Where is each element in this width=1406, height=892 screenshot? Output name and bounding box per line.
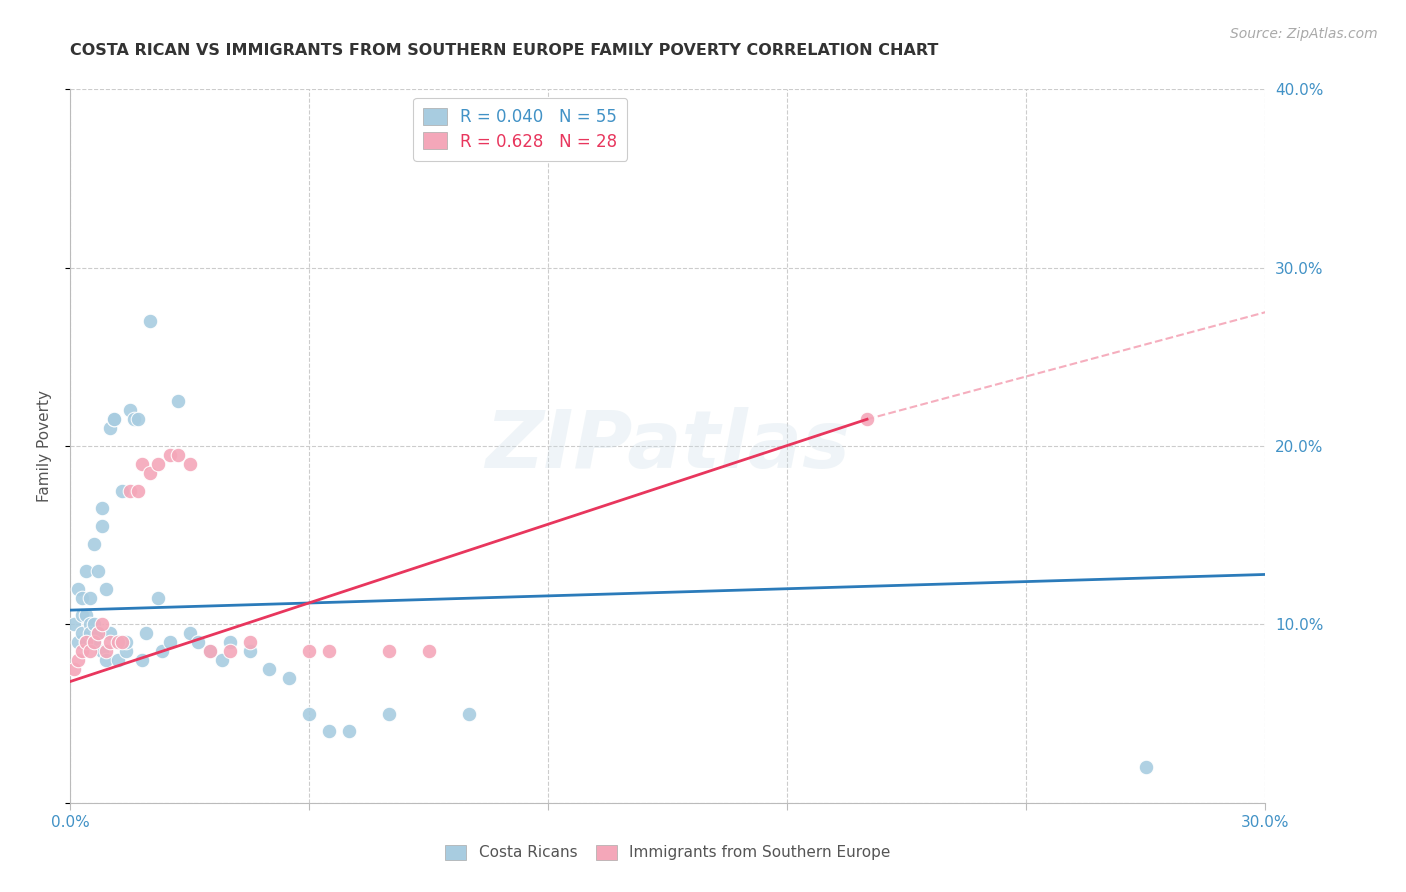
Point — [135, 626, 157, 640]
Point — [298, 644, 321, 658]
Point — [91, 644, 114, 658]
Point — [218, 635, 240, 649]
Point — [856, 412, 879, 426]
Point — [63, 617, 86, 632]
Point — [120, 483, 141, 498]
Point — [179, 457, 201, 471]
Point — [67, 653, 90, 667]
Text: COSTA RICAN VS IMMIGRANTS FROM SOUTHERN EUROPE FAMILY POVERTY CORRELATION CHART: COSTA RICAN VS IMMIGRANTS FROM SOUTHERN … — [70, 43, 939, 58]
Text: Source: ZipAtlas.com: Source: ZipAtlas.com — [1230, 27, 1378, 41]
Point — [75, 635, 97, 649]
Point — [127, 412, 149, 426]
Point — [167, 448, 190, 462]
Point — [127, 483, 149, 498]
Point — [79, 626, 101, 640]
Text: ZIPatlas: ZIPatlas — [485, 407, 851, 485]
Point — [239, 644, 262, 658]
Point — [107, 635, 129, 649]
Point — [139, 466, 162, 480]
Point — [63, 662, 86, 676]
Point — [107, 635, 129, 649]
Point — [139, 314, 162, 328]
Point — [115, 644, 138, 658]
Point — [122, 412, 145, 426]
Point — [378, 644, 401, 658]
Point — [318, 644, 340, 658]
Point — [79, 644, 101, 658]
Point — [111, 483, 134, 498]
Point — [337, 724, 360, 739]
Point — [70, 626, 93, 640]
Point — [378, 706, 401, 721]
Point — [87, 626, 110, 640]
Point — [318, 724, 340, 739]
Point — [83, 617, 105, 632]
Point — [70, 644, 93, 658]
Point — [159, 635, 181, 649]
Point — [187, 635, 209, 649]
Point — [418, 644, 440, 658]
Point — [79, 617, 101, 632]
Point — [96, 653, 117, 667]
Point — [211, 653, 233, 667]
Point — [83, 537, 105, 551]
Point — [107, 653, 129, 667]
Point — [167, 394, 190, 409]
Point — [239, 635, 262, 649]
Point — [91, 501, 114, 516]
Point — [159, 448, 181, 462]
Point — [146, 591, 169, 605]
Point — [150, 644, 173, 658]
Point — [131, 457, 153, 471]
Y-axis label: Family Poverty: Family Poverty — [37, 390, 52, 502]
Point — [91, 617, 114, 632]
Point — [120, 403, 141, 417]
Point — [146, 457, 169, 471]
Point — [87, 564, 110, 578]
Point — [96, 582, 117, 596]
Point — [67, 582, 90, 596]
Point — [259, 662, 281, 676]
Point — [1135, 760, 1157, 774]
Point — [75, 564, 97, 578]
Point — [218, 644, 240, 658]
Point — [96, 644, 117, 658]
Point — [70, 608, 93, 623]
Point — [131, 653, 153, 667]
Point — [98, 635, 121, 649]
Point — [87, 626, 110, 640]
Point — [278, 671, 301, 685]
Point — [70, 591, 93, 605]
Point — [103, 412, 125, 426]
Point — [98, 626, 121, 640]
Point — [91, 519, 114, 533]
Point — [457, 706, 479, 721]
Point — [115, 635, 138, 649]
Point — [83, 635, 105, 649]
Point — [75, 608, 97, 623]
Point — [298, 706, 321, 721]
Point — [179, 626, 201, 640]
Point — [103, 412, 125, 426]
Point — [79, 591, 101, 605]
Point — [75, 635, 97, 649]
Point — [98, 421, 121, 435]
Point — [67, 635, 90, 649]
Point — [198, 644, 221, 658]
Legend: Costa Ricans, Immigrants from Southern Europe: Costa Ricans, Immigrants from Southern E… — [439, 838, 897, 866]
Point — [198, 644, 221, 658]
Point — [111, 635, 134, 649]
Point — [83, 635, 105, 649]
